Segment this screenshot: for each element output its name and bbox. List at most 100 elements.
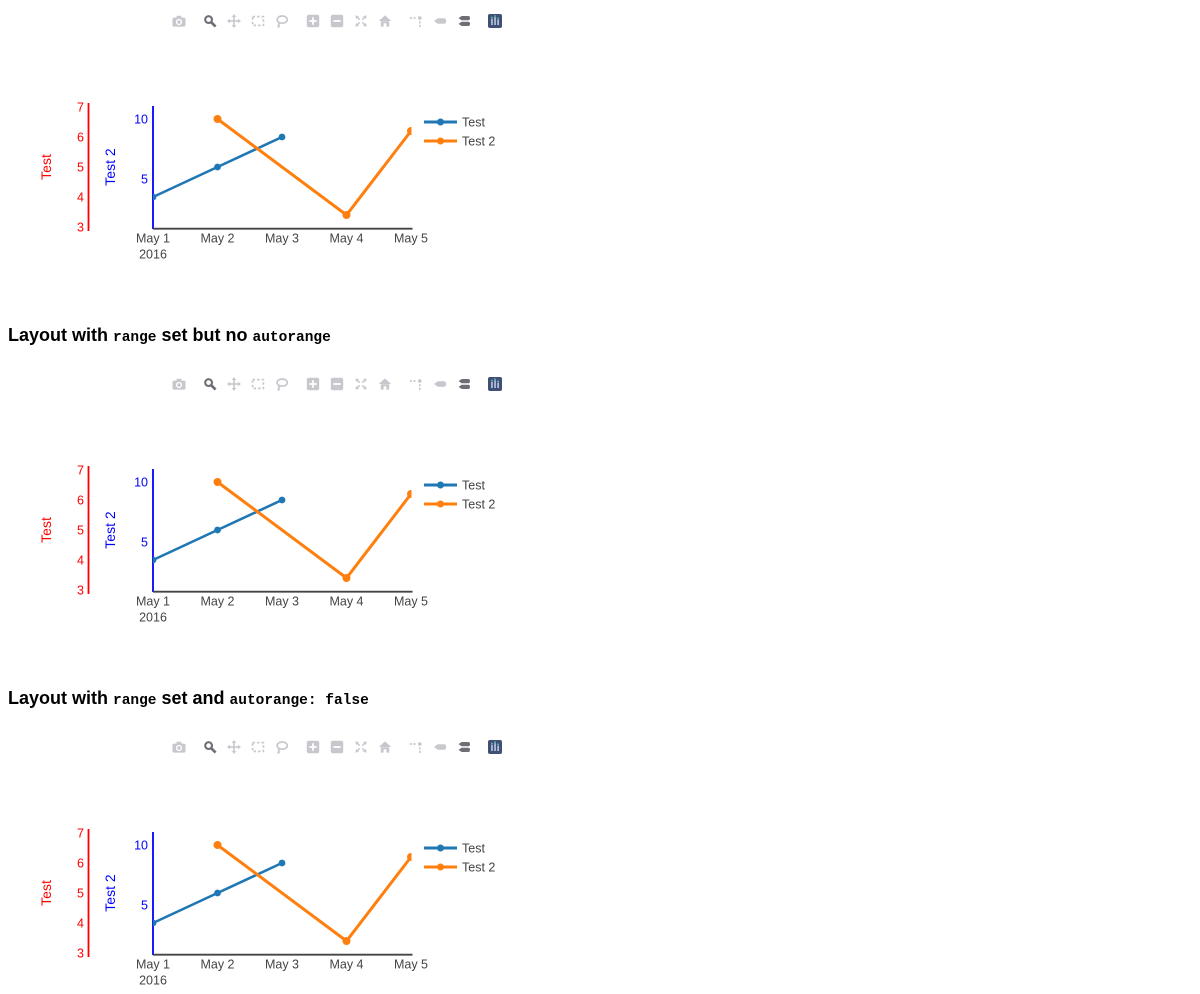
x-tick-label: May 5 xyxy=(394,595,428,609)
modebar xyxy=(0,14,520,28)
y1-tick-label: 5 xyxy=(77,161,84,175)
x-tick-label: May 4 xyxy=(329,958,363,972)
data-point xyxy=(153,193,157,201)
y1-tick-label: 3 xyxy=(77,221,84,235)
chart-block-1: 7 6 5 4 3 Test 10 5 Test 2 May 1 May 2 May 3 May 4 Ma… xyxy=(0,14,520,268)
y1-tick-label: 7 xyxy=(77,101,84,115)
zoom-icon[interactable] xyxy=(203,377,217,391)
autoscale-icon[interactable] xyxy=(354,740,368,754)
chart-block-2: 7 6 5 4 3 Test 10 5 Test 2 May 1 May 2 May 3 May 4 Ma… xyxy=(0,377,520,631)
reset-axes-icon[interactable] xyxy=(378,377,392,391)
zoom-out-icon[interactable] xyxy=(330,740,344,754)
data-point xyxy=(407,490,412,498)
y2-axis-title: Test 2 xyxy=(102,511,118,549)
heading-text: Layout with xyxy=(8,325,113,345)
lasso-select-icon[interactable] xyxy=(275,377,289,391)
modebar-group xyxy=(488,14,502,28)
x-axis-year-label: 2016 xyxy=(139,611,167,625)
data-point xyxy=(278,859,286,867)
legend-item-test-2[interactable]: Test 2 xyxy=(424,861,495,875)
hover-compare-icon[interactable] xyxy=(457,740,471,754)
y2-tick-label: 5 xyxy=(141,899,148,913)
plotly-logo-icon[interactable] xyxy=(488,14,502,28)
zoom-out-icon[interactable] xyxy=(330,377,344,391)
data-point xyxy=(342,574,351,582)
x-tick-label: May 3 xyxy=(265,232,299,246)
data-point xyxy=(214,889,221,897)
zoom-out-icon[interactable] xyxy=(330,14,344,28)
box-select-icon[interactable] xyxy=(251,14,265,28)
hover-compare-icon[interactable] xyxy=(457,377,471,391)
legend-label: Test 2 xyxy=(462,498,495,512)
camera-icon[interactable] xyxy=(172,377,186,391)
inline-code-autorange-false: autorange: false xyxy=(229,693,369,709)
toggle-spikelines-icon[interactable] xyxy=(409,14,423,28)
data-point xyxy=(407,127,412,135)
hover-closest-icon[interactable] xyxy=(433,377,447,391)
pan-icon[interactable] xyxy=(227,377,241,391)
toggle-spikelines-icon[interactable] xyxy=(409,740,423,754)
lasso-select-icon[interactable] xyxy=(275,740,289,754)
legend-label: Test 2 xyxy=(462,135,495,149)
y1-tick-label: 7 xyxy=(77,827,84,841)
data-point xyxy=(153,556,157,564)
camera-icon[interactable] xyxy=(172,740,186,754)
zoom-icon[interactable] xyxy=(203,14,217,28)
y-axis-test: 7 6 5 4 3 Test xyxy=(38,827,90,961)
box-select-icon[interactable] xyxy=(251,377,265,391)
modebar-group xyxy=(306,377,392,391)
hover-closest-icon[interactable] xyxy=(433,14,447,28)
data-point xyxy=(407,853,412,861)
pan-icon[interactable] xyxy=(227,740,241,754)
modebar-group xyxy=(203,740,289,754)
autoscale-icon[interactable] xyxy=(354,377,368,391)
chart-block-3: 7 6 5 4 3 Test 10 5 Test 2 May 1 May 2 May 3 May 4 Ma… xyxy=(0,740,520,994)
camera-icon[interactable] xyxy=(172,14,186,28)
legend-item-test[interactable]: Test xyxy=(424,842,485,856)
autoscale-icon[interactable] xyxy=(354,14,368,28)
pan-icon[interactable] xyxy=(227,14,241,28)
trace-test-2 xyxy=(213,841,412,945)
trace-test xyxy=(153,859,286,927)
reset-axes-icon[interactable] xyxy=(378,14,392,28)
y1-tick-label: 6 xyxy=(77,131,84,145)
y2-axis-title: Test 2 xyxy=(102,148,118,186)
legend-item-test-2[interactable]: Test 2 xyxy=(424,135,495,149)
legend-item-test[interactable]: Test xyxy=(424,479,485,493)
legend: Test Test 2 xyxy=(424,842,495,875)
x-tick-label: May 3 xyxy=(265,595,299,609)
y2-axis-title: Test 2 xyxy=(102,874,118,912)
lasso-select-icon[interactable] xyxy=(275,14,289,28)
legend-item-test[interactable]: Test xyxy=(424,116,485,130)
modebar-group xyxy=(409,14,471,28)
y1-tick-label: 6 xyxy=(77,494,84,508)
zoom-in-icon[interactable] xyxy=(306,377,320,391)
hover-closest-icon[interactable] xyxy=(433,740,447,754)
data-point xyxy=(342,211,351,219)
plotly-logo-icon[interactable] xyxy=(488,740,502,754)
reset-axes-icon[interactable] xyxy=(378,740,392,754)
y1-tick-label: 4 xyxy=(77,191,84,205)
box-select-icon[interactable] xyxy=(251,740,265,754)
x-axis-year-label: 2016 xyxy=(139,974,167,988)
y1-tick-label: 3 xyxy=(77,947,84,961)
y-axis-test2: 10 5 Test 2 xyxy=(102,832,154,955)
toggle-spikelines-icon[interactable] xyxy=(409,377,423,391)
zoom-in-icon[interactable] xyxy=(306,740,320,754)
plotly-logo-icon[interactable] xyxy=(488,377,502,391)
zoom-in-icon[interactable] xyxy=(306,14,320,28)
inline-code-range: range xyxy=(113,330,157,346)
trace-test xyxy=(153,133,286,201)
modebar-group xyxy=(306,740,392,754)
modebar-group xyxy=(306,14,392,28)
modebar-group xyxy=(409,740,471,754)
zoom-icon[interactable] xyxy=(203,740,217,754)
x-tick-label: May 5 xyxy=(394,232,428,246)
hover-compare-icon[interactable] xyxy=(457,14,471,28)
legend-item-test-2[interactable]: Test 2 xyxy=(424,498,495,512)
legend: Test Test 2 xyxy=(424,116,495,149)
x-tick-label: May 2 xyxy=(200,232,234,246)
